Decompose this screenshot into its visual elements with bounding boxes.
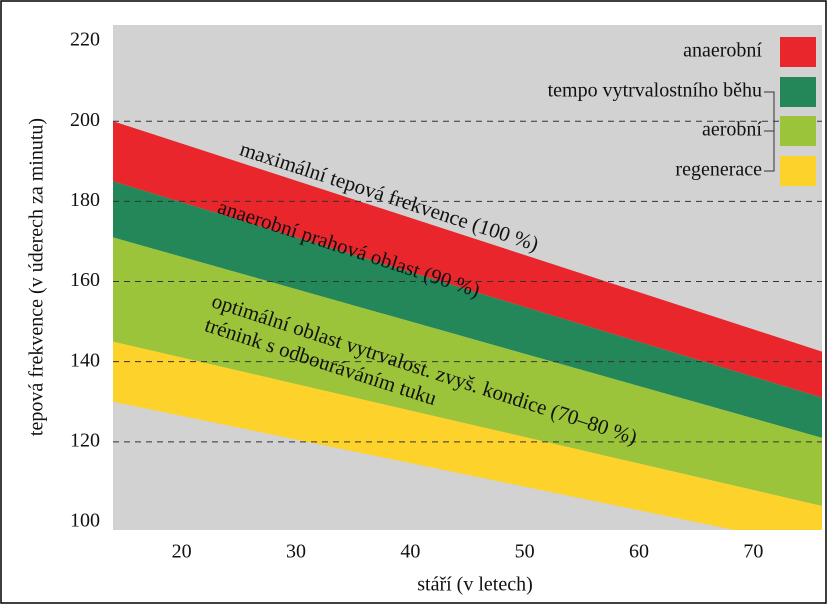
x-tick-label: 50	[515, 541, 535, 563]
y-axis-label: tepová frekvence (v úderech za minutu)	[26, 118, 48, 436]
y-tick-label: 120	[70, 429, 100, 451]
x-axis-label: stáří (v letech)	[417, 574, 533, 596]
legend-swatch	[780, 37, 816, 67]
legend-label: tempo vytrvalostního běhu	[548, 80, 762, 102]
legend-swatch	[780, 77, 816, 107]
legend-swatch	[780, 156, 816, 186]
x-tick-label: 30	[286, 541, 306, 563]
x-tick-label: 20	[172, 541, 192, 563]
y-tick-label: 220	[70, 29, 100, 51]
legend-label: regenerace	[675, 159, 762, 181]
legend-label: anaerobní	[683, 40, 762, 62]
y-tick-label: 140	[70, 349, 100, 371]
y-tick-label: 160	[70, 269, 100, 291]
y-tick-label: 180	[70, 189, 100, 211]
legend-swatch	[780, 116, 816, 146]
chart: stáří (v letech) tepová frekvence (v úde…	[0, 0, 827, 604]
x-tick-label: 40	[400, 541, 420, 563]
x-tick-label: 70	[743, 541, 763, 563]
y-tick-label: 200	[70, 109, 100, 131]
y-tick-label: 100	[70, 510, 100, 532]
x-tick-label: 60	[629, 541, 649, 563]
legend-label: aerobní	[702, 119, 762, 141]
